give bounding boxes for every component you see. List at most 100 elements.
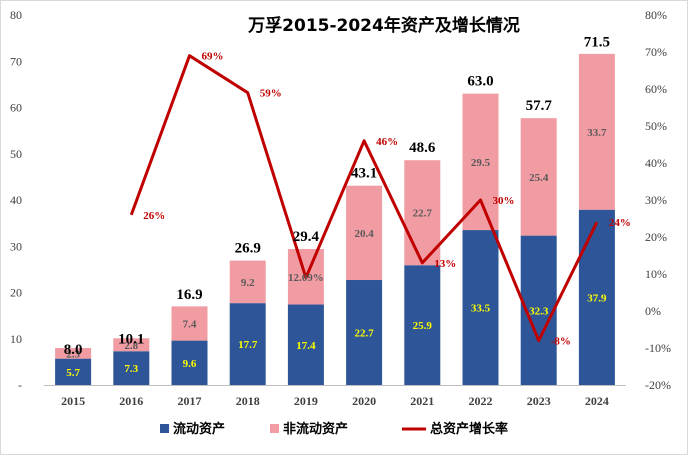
bar-current-assets [113, 351, 150, 385]
noncurrent-assets-label: 33.7 [587, 127, 607, 139]
growth-rate-label: -8% [551, 336, 571, 348]
current-assets-label: 22.7 [354, 328, 374, 340]
y-left-tick-label: - [18, 378, 22, 392]
current-assets-label: 32.3 [529, 305, 549, 317]
growth-rate-label: 13% [434, 258, 456, 270]
bar-current-assets [578, 209, 615, 385]
y-left-tick-label: 10 [10, 332, 22, 346]
noncurrent-assets-label: 7.4 [183, 318, 197, 330]
y-right-tick-label: 50% [645, 119, 667, 133]
y-right-tick-label: 60% [645, 82, 667, 96]
growth-rate-label: 24% [609, 217, 631, 229]
y-left-tick-label: 60 [10, 101, 22, 115]
current-assets-label: 33.5 [471, 303, 491, 315]
current-assets-label: 17.4 [296, 340, 316, 352]
y-left-tick-label: 80 [10, 8, 22, 22]
total-assets-label: 8.0 [64, 342, 83, 358]
bar-noncurrent-assets [404, 160, 441, 266]
bar-current-assets [287, 304, 324, 385]
y-left-tick-label: 20 [10, 286, 22, 300]
x-tick-label: 2022 [469, 394, 493, 408]
current-assets-label: 7.3 [124, 363, 138, 375]
growth-rate-label: 69% [202, 51, 224, 63]
x-tick-label: 2016 [119, 394, 143, 408]
total-assets-label: 63.0 [467, 74, 493, 90]
y-right-tick-label: 10% [645, 267, 667, 281]
current-assets-label: 25.9 [413, 320, 433, 332]
total-assets-label: 29.4 [293, 229, 320, 245]
total-assets-label: 10.1 [118, 331, 144, 347]
x-tick-label: 2019 [294, 394, 318, 408]
x-axis: 2015 2016 2017 2018 2019 2020 2021 2022 2023 2024 [44, 385, 626, 408]
total-assets-label: 71.5 [584, 34, 610, 50]
chart-title: 万孚2015-2024年资产及增长情况 [247, 15, 520, 36]
legend-label: 非流动资产 [283, 421, 348, 437]
current-assets-label: 5.7 [66, 367, 80, 379]
total-assets-label: 57.7 [526, 98, 553, 114]
y-left-tick-label: 50 [10, 147, 22, 161]
total-assets-label: 43.1 [351, 166, 377, 182]
noncurrent-assets-label: 25.4 [529, 172, 549, 184]
y-left-tick-label: 30 [10, 239, 22, 253]
y-right-tick-label: 0% [645, 304, 661, 318]
bar-noncurrent-assets [55, 348, 92, 359]
legend-swatch-box [160, 424, 169, 433]
noncurrent-assets-label: 2.3 [66, 348, 80, 360]
noncurrent-assets-label: 2.8 [124, 340, 138, 352]
total-assets-label: 26.9 [235, 241, 261, 257]
noncurrent-assets-label: 12.09% [288, 272, 324, 284]
x-tick-label: 2023 [527, 394, 551, 408]
growth-line-path [129, 54, 599, 343]
x-tick-label: 2018 [236, 394, 260, 408]
left-axis: - 10 20 30 40 50 60 70 80 [10, 8, 22, 392]
bar-noncurrent-assets [578, 53, 615, 210]
bar-noncurrent-assets [462, 93, 499, 231]
bar-noncurrent-assets [520, 118, 557, 236]
bars [55, 53, 615, 385]
bar-current-assets [229, 303, 266, 385]
y-left-tick-label: 40 [10, 193, 22, 207]
current-assets-label: 37.9 [587, 292, 607, 304]
growth-rate-label: 30% [493, 195, 515, 207]
bar-noncurrent-assets [171, 306, 208, 341]
data-labels: 5.7 2.38.0 7.3 2.810.1 9.6 7.4 16.9 17.7 9.2 26.9… [64, 34, 631, 379]
legend-label: 总资产增长率 [430, 421, 508, 437]
bar-current-assets [171, 340, 208, 385]
growth-rate-label: 26% [143, 210, 165, 222]
x-tick-label: 2021 [410, 394, 434, 408]
noncurrent-assets-label: 20.4 [354, 228, 374, 240]
bar-noncurrent-assets [229, 260, 266, 304]
legend-label: 流动资产 [173, 421, 225, 437]
y-right-tick-label: -20% [645, 378, 671, 392]
x-tick-label: 2024 [585, 394, 609, 408]
noncurrent-assets-label: 29.5 [471, 157, 491, 169]
growth-rate-label: 59% [260, 88, 282, 100]
y-right-tick-label: 30% [645, 193, 667, 207]
noncurrent-assets-label: 9.2 [241, 277, 255, 289]
x-tick-label: 2017 [178, 394, 202, 408]
bar-current-assets [55, 358, 92, 385]
growth-rate-label: 46% [376, 136, 398, 148]
total-assets-label: 16.9 [176, 287, 202, 303]
bar-noncurrent-assets [346, 185, 383, 281]
right-axis: -20% -10% 0% 10% 20% 30% 40% 50% 60% 70% 80% [645, 8, 671, 392]
x-tick-label: 2015 [61, 394, 85, 408]
legend: 流动资产 非流动资产 总资产增长率 [160, 421, 508, 437]
y-right-tick-label: 70% [645, 45, 667, 59]
y-right-tick-label: 80% [645, 8, 667, 22]
growth-line [129, 54, 599, 343]
total-assets-label: 48.6 [409, 140, 436, 156]
bar-noncurrent-assets [113, 338, 150, 352]
current-assets-label: 17.7 [238, 339, 258, 351]
noncurrent-assets-label: 22.7 [413, 208, 433, 220]
y-right-tick-label: 40% [645, 156, 667, 170]
x-tick-label: 2020 [352, 394, 376, 408]
legend-swatch-box [270, 424, 279, 433]
y-right-tick-label: -10% [645, 341, 671, 355]
bar-current-assets [462, 230, 499, 385]
y-left-tick-label: 70 [10, 54, 22, 68]
bar-current-assets [404, 265, 441, 385]
current-assets-label: 9.6 [183, 358, 197, 370]
bar-current-assets [346, 280, 383, 385]
